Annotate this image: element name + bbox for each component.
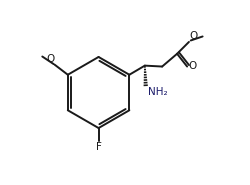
Text: O: O [46, 54, 54, 64]
Text: O: O [188, 61, 197, 71]
Text: NH₂: NH₂ [148, 88, 168, 97]
Text: O: O [190, 31, 198, 41]
Text: F: F [96, 142, 102, 152]
